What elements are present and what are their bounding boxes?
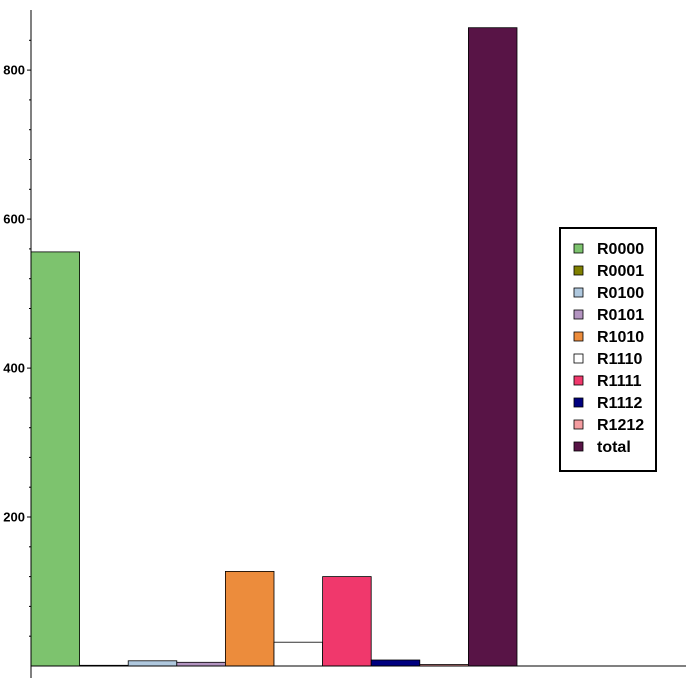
bar-total [467,27,518,667]
bar-r0101 [176,661,226,667]
legend-swatch-r1112 [573,397,584,408]
legend-swatch-r0101 [573,309,584,320]
legend-swatch-r1010 [573,331,584,342]
bars-group [30,27,518,667]
bar-r0100 [127,660,178,667]
legend-label-total: total [597,439,631,456]
y-tick-label: 400 [3,361,25,376]
y-ticks-group: 200 400 600 800 [3,39,31,637]
y-tick-label: 600 [3,212,25,227]
legend-swatch-r0001 [573,265,584,276]
legend-label-r1112: R1112 [597,395,642,412]
bar-r1110 [273,641,323,667]
bar-r0000 [30,251,80,667]
legend: R0000 R0001 R0100 R0101 R1010 R1110 R1111 R1112… [559,227,657,472]
legend-swatch-r1111 [573,375,584,386]
bar-r1010 [224,571,275,667]
axes-group [30,10,686,678]
legend-label-r0000: R0000 [597,241,644,258]
legend-items: R0000 R0001 R0100 R0101 R1010 R1110 R1111 R1112… [573,241,644,456]
legend-label-r0101: R0101 [597,307,644,324]
bar-r1111 [322,576,372,667]
legend-label-r1110: R1110 [597,351,642,368]
legend-label-r0001: R0001 [597,263,644,280]
legend-swatch-r1212 [573,419,584,430]
legend-swatch-r1110 [573,353,584,364]
legend-swatch-r0000 [573,243,584,254]
legend-label-r0100: R0100 [597,285,644,302]
legend-swatch-total [573,441,584,452]
y-tick-label: 200 [3,510,25,525]
legend-label-r1212: R1212 [597,417,644,434]
y-tick-label: 800 [3,63,25,78]
legend-swatch-r0100 [573,287,584,298]
legend-label-r1010: R1010 [597,329,644,346]
legend-label-r1111: R1111 [597,373,642,390]
bar-r1112 [370,659,421,667]
